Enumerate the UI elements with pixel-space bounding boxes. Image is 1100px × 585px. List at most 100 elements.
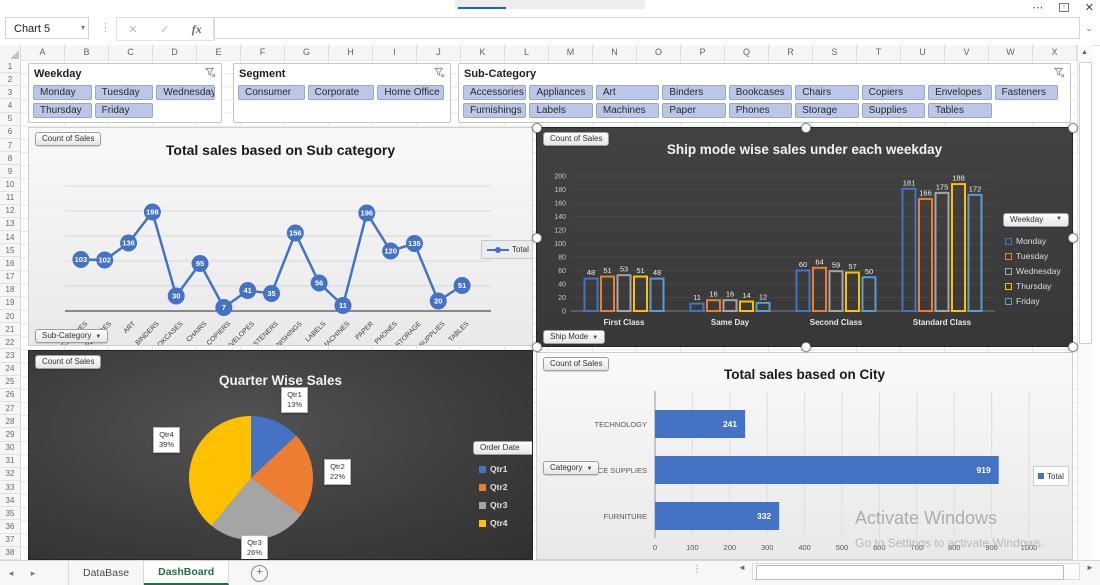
- slicer-button[interactable]: Binders: [662, 85, 726, 100]
- selection-handle[interactable]: [532, 233, 542, 243]
- slicer-button[interactable]: Fasteners: [994, 85, 1058, 100]
- row-header[interactable]: 17: [0, 271, 20, 284]
- slicer-button[interactable]: Envelopes: [928, 85, 992, 100]
- row-header[interactable]: 7: [0, 139, 20, 153]
- data-point[interactable]: [405, 235, 423, 252]
- slicer-button[interactable]: Monday: [33, 85, 92, 100]
- slicer-button[interactable]: Labels: [529, 103, 593, 118]
- formula-input[interactable]: [214, 17, 1080, 39]
- slicer-button[interactable]: Appliances: [529, 85, 593, 100]
- legend-item[interactable]: Tuesday: [1005, 251, 1061, 261]
- row-header[interactable]: 15: [0, 244, 20, 258]
- pie-slice-qtr2[interactable]: [251, 435, 313, 515]
- pie-slice-qtr3[interactable]: [211, 478, 302, 540]
- slicer-button[interactable]: Corporate: [307, 85, 375, 100]
- selection-handle[interactable]: [1068, 233, 1078, 243]
- slicer-button[interactable]: Paper: [662, 103, 726, 118]
- prev-sheet-icon[interactable]: ◂: [8, 567, 14, 578]
- data-point[interactable]: [286, 224, 304, 242]
- slicer-button[interactable]: Thursday: [33, 103, 92, 118]
- legend-item[interactable]: Qtr3: [479, 500, 507, 510]
- formula-expand-icon[interactable]: ⌄: [1085, 23, 1093, 33]
- tab-scroll-splitter[interactable]: ⋮: [692, 564, 702, 575]
- row-header[interactable]: 30: [0, 442, 20, 455]
- slicer-button[interactable]: Furnishings: [463, 103, 527, 118]
- column-header[interactable]: E: [197, 45, 241, 60]
- slicer-button[interactable]: Tables: [928, 103, 992, 118]
- row-header[interactable]: 36: [0, 520, 20, 534]
- column-header[interactable]: V: [945, 45, 989, 60]
- selection-handle[interactable]: [800, 123, 811, 133]
- row-header[interactable]: 22: [0, 336, 20, 350]
- slicer-button[interactable]: Wednesday: [156, 85, 215, 100]
- field-button-count-of-sales[interactable]: Count of Sales: [35, 355, 102, 369]
- legend-item[interactable]: Qtr4: [479, 518, 507, 528]
- slicer-button[interactable]: Storage: [795, 103, 859, 118]
- row-header[interactable]: 4: [0, 99, 20, 113]
- selection-handle[interactable]: [1068, 123, 1078, 133]
- bar-friday[interactable]: [861, 276, 877, 312]
- slicer-button[interactable]: Chairs: [795, 85, 859, 100]
- data-point[interactable]: [72, 251, 90, 268]
- column-header[interactable]: F: [241, 45, 285, 60]
- row-header[interactable]: 3: [0, 86, 20, 100]
- bar-monday[interactable]: [689, 302, 705, 312]
- legend-field-button-order-date[interactable]: Order Date▼: [473, 441, 532, 455]
- row-header[interactable]: 25: [0, 376, 20, 389]
- column-header[interactable]: S: [813, 45, 857, 60]
- pie-slice-qtr1[interactable]: [251, 416, 297, 478]
- more-options-icon[interactable]: ⋯: [1032, 2, 1044, 14]
- row-header[interactable]: 29: [0, 428, 20, 442]
- column-header[interactable]: X: [1033, 45, 1077, 60]
- bar-tuesday[interactable]: [812, 266, 827, 313]
- data-point[interactable]: [263, 285, 280, 302]
- slicer-button[interactable]: Machines: [595, 103, 660, 118]
- scroll-right-icon[interactable]: ►: [1086, 563, 1094, 572]
- bar-tuesday[interactable]: [706, 299, 721, 312]
- bar-friday[interactable]: [649, 277, 665, 313]
- row-header[interactable]: 23: [0, 349, 20, 363]
- new-sheet-button[interactable]: +: [251, 564, 269, 582]
- slicer-button[interactable]: Bookcases: [728, 85, 793, 100]
- bar-tuesday[interactable]: [600, 275, 615, 312]
- column-header[interactable]: J: [417, 45, 461, 60]
- row-header[interactable]: 8: [0, 152, 20, 166]
- legend-item[interactable]: Friday: [1005, 296, 1061, 306]
- row-header[interactable]: 1: [0, 60, 20, 74]
- slicer-button[interactable]: Consumer: [238, 85, 305, 100]
- horizontal-scrollbar-thumb[interactable]: [756, 565, 1064, 580]
- filter-clear-icon[interactable]: [204, 65, 216, 83]
- row-header[interactable]: 13: [0, 218, 20, 232]
- legend-item[interactable]: Qtr1: [479, 464, 507, 474]
- column-header[interactable]: B: [65, 45, 109, 60]
- row-header[interactable]: 2: [0, 73, 20, 87]
- row-header[interactable]: 28: [0, 415, 20, 429]
- slicer-button[interactable]: Friday: [94, 103, 154, 118]
- data-point[interactable]: [215, 299, 233, 316]
- column-header[interactable]: C: [109, 45, 153, 60]
- scroll-left-icon[interactable]: ◄: [738, 563, 746, 572]
- row-header[interactable]: 20: [0, 310, 20, 324]
- row-header[interactable]: 26: [0, 389, 20, 403]
- column-header[interactable]: M: [549, 45, 593, 60]
- selection-handle[interactable]: [800, 342, 811, 352]
- row-header[interactable]: 19: [0, 297, 20, 310]
- slicer-button[interactable]: Phones: [728, 103, 793, 118]
- name-box-dropdown-icon[interactable]: ▾: [80, 23, 85, 32]
- selection-handle[interactable]: [532, 123, 542, 133]
- column-header[interactable]: K: [461, 45, 505, 60]
- slicer-button[interactable]: Supplies: [861, 103, 926, 118]
- column-header[interactable]: N: [593, 45, 637, 60]
- bar-thursday[interactable]: [739, 300, 754, 313]
- bar-wednesday[interactable]: [828, 270, 844, 313]
- insert-function-icon[interactable]: fx: [191, 21, 202, 36]
- bar-office-supplies[interactable]: [655, 456, 999, 484]
- field-button-count-of-sales[interactable]: Count of Sales: [543, 357, 610, 371]
- bar-friday[interactable]: [755, 301, 771, 312]
- legend-field-button-weekday[interactable]: Weekday ▼: [1003, 213, 1069, 227]
- legend-item[interactable]: Qtr2: [479, 482, 507, 492]
- row-header[interactable]: 9: [0, 165, 20, 179]
- field-button-sub-category[interactable]: Sub-Category ▼: [35, 329, 109, 343]
- row-header[interactable]: 12: [0, 205, 20, 218]
- row-header[interactable]: 27: [0, 402, 20, 416]
